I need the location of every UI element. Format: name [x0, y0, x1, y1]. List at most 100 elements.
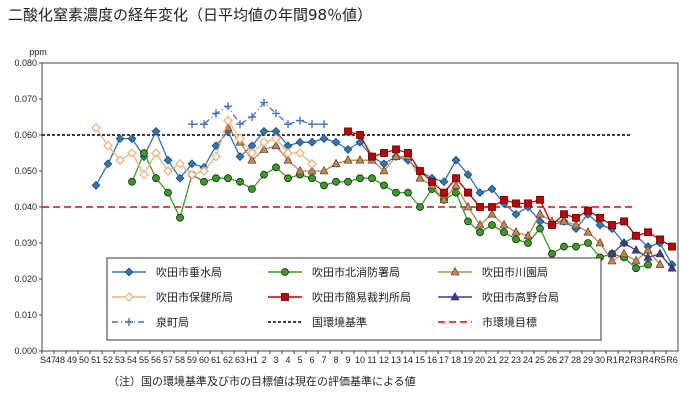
x-tick-label: 23: [511, 355, 521, 365]
data-point: [392, 188, 400, 197]
data-point: [655, 259, 665, 268]
data-point: [187, 169, 197, 180]
footnote: （注）国の環境基準及び市の目標値は現在の評価基準による値: [108, 374, 416, 388]
data-point: [380, 149, 388, 157]
x-tick-label: 27: [559, 355, 569, 365]
data-point: [535, 209, 545, 218]
x-tick-label: 55: [139, 355, 149, 365]
data-point: [355, 155, 365, 164]
data-point: [307, 137, 317, 147]
data-point: [260, 98, 268, 107]
data-point: [124, 292, 134, 302]
data-point: [307, 165, 317, 175]
data-point: [259, 126, 269, 136]
data-point: [404, 188, 412, 197]
data-point: [212, 174, 220, 183]
data-point: [91, 180, 101, 190]
data-point: [476, 203, 484, 211]
data-point: [91, 122, 101, 133]
x-tick-label: 18: [451, 355, 461, 365]
data-point: [248, 185, 256, 193]
data-point: [463, 201, 473, 211]
data-point: [368, 152, 376, 161]
data-point: [331, 137, 341, 147]
data-point: [464, 217, 472, 226]
series-1: [128, 149, 652, 273]
data-point: [475, 188, 485, 198]
data-point: [308, 120, 316, 129]
y-axis-label: ppm: [29, 47, 47, 57]
x-tick-label: 7: [321, 355, 326, 365]
legend-label: 吹田市高野台局: [482, 290, 559, 304]
data-point: [211, 151, 221, 162]
data-point: [284, 120, 292, 129]
data-point: [548, 221, 556, 229]
data-point: [439, 177, 449, 187]
x-tick-label: R2: [618, 355, 630, 365]
data-point: [103, 159, 113, 169]
data-point: [452, 174, 460, 183]
data-point: [271, 140, 281, 150]
data-point: [259, 144, 269, 153]
x-tick-label: 49: [67, 355, 77, 365]
data-point: [152, 174, 160, 183]
data-point: [236, 177, 244, 186]
data-point: [632, 264, 640, 273]
x-tick-label: 54: [127, 355, 137, 365]
data-point: [439, 194, 449, 204]
y-tick-label: 0.070: [14, 94, 37, 104]
data-point: [163, 166, 173, 176]
data-point: [187, 159, 197, 169]
x-tick-label: 30: [595, 355, 605, 365]
data-point: [308, 174, 316, 183]
data-point: [281, 293, 289, 301]
legend-label: 吹田市保健所局: [156, 290, 233, 304]
series-line: [131, 151, 649, 269]
data-point: [524, 199, 532, 208]
y-tick-label: 0.050: [14, 166, 37, 176]
x-tick-label: 17: [439, 355, 449, 365]
data-point: [415, 173, 425, 182]
data-point: [631, 245, 641, 254]
data-point: [224, 174, 232, 183]
x-tick-label: 63: [235, 355, 245, 365]
data-point: [416, 203, 424, 211]
data-point: [140, 149, 148, 157]
x-tick-label: 57: [163, 355, 173, 365]
x-tick-label: 26: [547, 355, 557, 365]
data-point: [572, 242, 580, 251]
data-point: [571, 219, 581, 229]
data-point: [488, 203, 496, 211]
data-point: [331, 158, 341, 168]
series-5: [607, 237, 677, 272]
data-point: [440, 188, 448, 197]
data-point: [248, 113, 256, 121]
x-tick-label: 4: [285, 355, 290, 365]
data-point: [488, 221, 496, 229]
data-point: [307, 158, 317, 169]
data-point: [668, 242, 676, 251]
x-tick-label: H1: [246, 355, 258, 365]
data-point: [223, 115, 233, 126]
x-tick-label: 3: [273, 355, 278, 365]
data-point: [332, 177, 340, 186]
data-point: [451, 155, 461, 165]
data-point: [631, 255, 641, 265]
data-point: [163, 155, 173, 165]
data-point: [200, 177, 208, 186]
data-point: [572, 213, 580, 222]
x-tick-label: 56: [151, 355, 161, 365]
data-point: [259, 137, 269, 148]
x-tick-label: 5: [297, 355, 302, 365]
data-point: [320, 120, 328, 129]
data-point: [656, 235, 664, 244]
data-point: [343, 144, 353, 154]
data-point: [295, 148, 305, 158]
data-point: [271, 133, 281, 144]
data-point: [607, 255, 617, 265]
data-point: [644, 260, 652, 269]
data-point: [164, 188, 172, 197]
y-tick-label: 0.040: [14, 202, 37, 212]
data-point: [115, 134, 125, 144]
x-tick-label: 10: [355, 355, 365, 365]
